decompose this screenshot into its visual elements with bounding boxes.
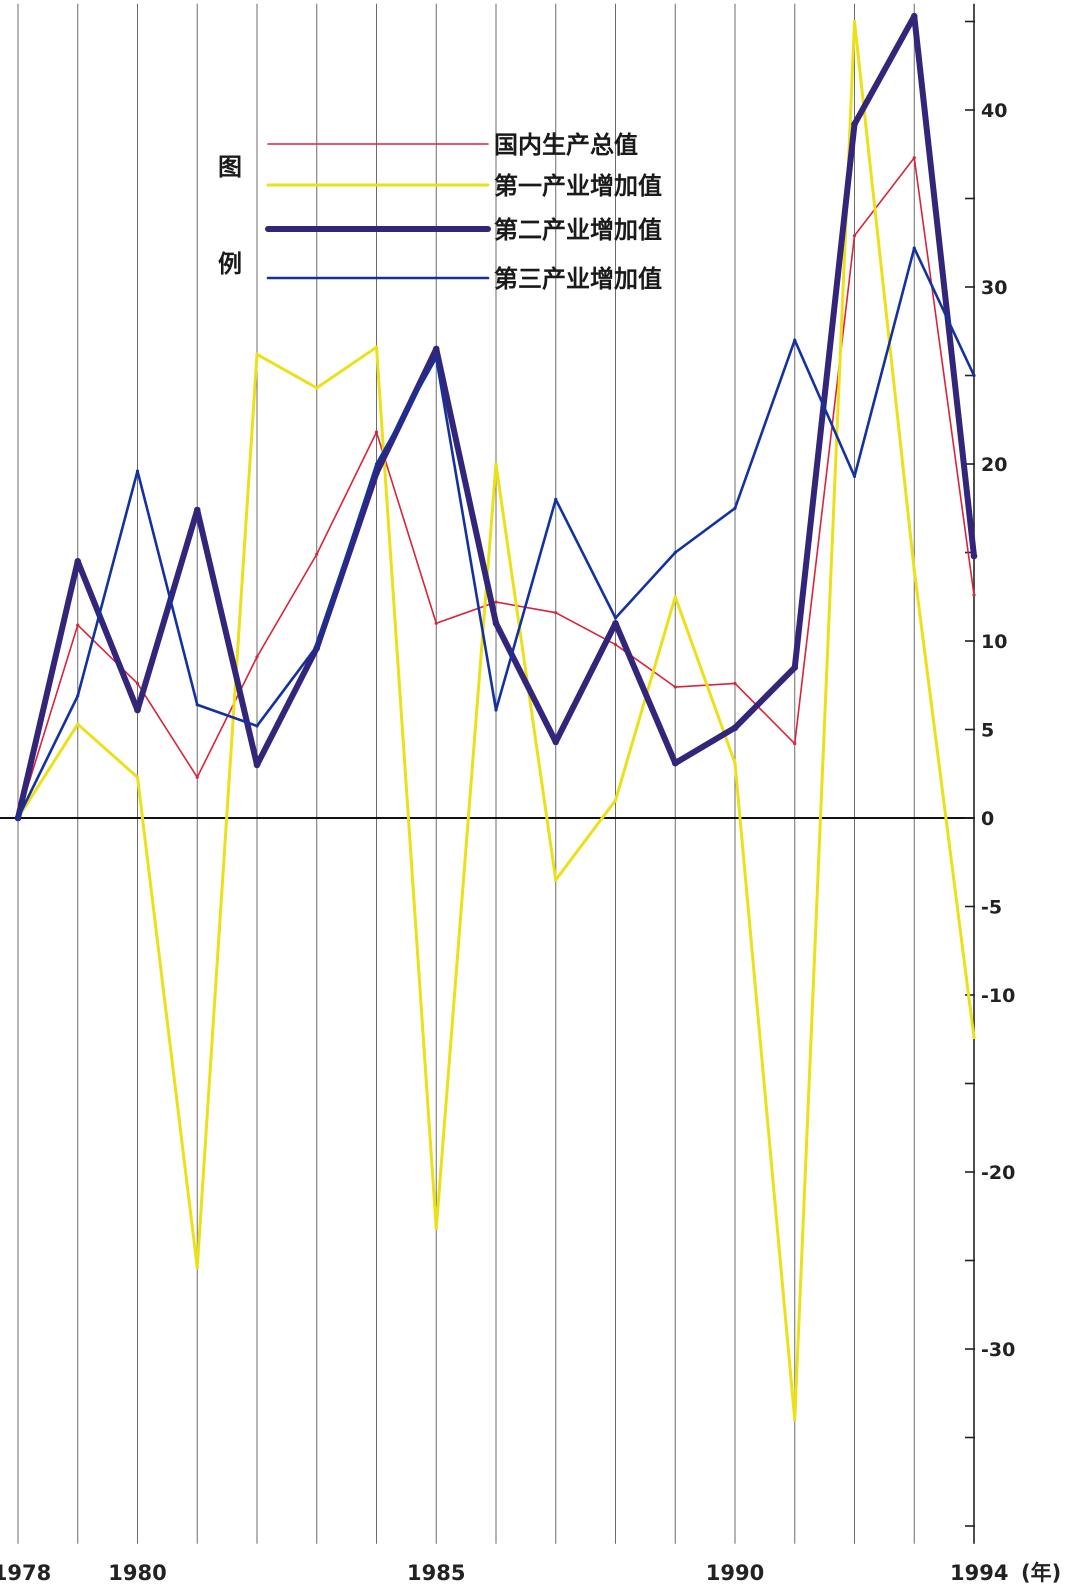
y-tick-label: 10 xyxy=(981,631,1007,653)
legend-label-4: 第三产业增加值 xyxy=(494,265,662,293)
legend-label-1: 国内生产总值 xyxy=(494,131,638,159)
data-point-s2-1984 xyxy=(374,345,379,349)
data-point-s1-1994 xyxy=(972,593,976,597)
y-tick-label: -30 xyxy=(981,1339,1015,1361)
grid-lines xyxy=(17,3,915,1544)
data-point-s3-1989 xyxy=(671,759,679,767)
data-point-s4-1986 xyxy=(494,708,498,712)
data-point-s1-1989 xyxy=(673,685,677,689)
data-point-s2-1991 xyxy=(793,1418,797,1422)
data-point-s1-1987 xyxy=(554,611,558,615)
data-point-s4-1994 xyxy=(972,373,976,378)
x-tick-label: 1978 xyxy=(0,1561,51,1585)
data-point-s3-1990 xyxy=(731,724,739,732)
data-point-s4-1978 xyxy=(16,816,20,820)
data-point-s2-1988 xyxy=(613,798,618,802)
x-tick-label: 1980 xyxy=(108,1561,166,1585)
data-point-s4-1991 xyxy=(793,338,797,342)
y-tick-label: 0 xyxy=(981,808,994,830)
data-point-s2-1994 xyxy=(972,1035,976,1040)
data-point-s3-1985 xyxy=(432,345,440,353)
data-point-s2-1980 xyxy=(135,775,140,779)
y-tick-label: -20 xyxy=(981,1162,1015,1184)
data-point-s4-1993 xyxy=(912,246,916,250)
data-point-s4-1985 xyxy=(434,356,438,360)
data-point-s2-1986 xyxy=(494,462,498,466)
data-point-s1-1980 xyxy=(135,681,140,686)
data-point-s4-1989 xyxy=(673,550,677,555)
data-point-s3-1982 xyxy=(253,761,261,769)
data-point-s4-1992 xyxy=(852,474,857,478)
data-point-s1-1983 xyxy=(315,552,319,556)
data-point-s3-1993 xyxy=(910,12,918,20)
data-point-s1-1990 xyxy=(733,681,737,686)
data-point-s3-1988 xyxy=(612,620,619,627)
data-point-s3-1986 xyxy=(492,620,500,627)
data-point-s1-1991 xyxy=(793,742,797,746)
data-point-s1-1988 xyxy=(613,642,618,647)
legend-title-char: 图 xyxy=(218,153,242,181)
data-point-s1-1985 xyxy=(434,621,438,625)
x-tick-label: 1985 xyxy=(407,1561,465,1585)
y-tick-label: 20 xyxy=(981,454,1007,476)
data-point-s2-1993 xyxy=(912,568,916,572)
data-point-s1-1979 xyxy=(76,623,80,627)
data-point-s2-1987 xyxy=(554,878,558,882)
x-tick-label: 1994 xyxy=(950,1561,1008,1585)
data-point-s2-1985 xyxy=(434,1226,438,1231)
data-point-s1-1984 xyxy=(374,430,379,434)
y-tick-label: 5 xyxy=(981,720,994,742)
data-point-s2-1983 xyxy=(315,386,319,390)
data-point-s4-1982 xyxy=(255,724,259,728)
data-point-s2-1990 xyxy=(733,761,737,765)
legend-label-3: 第二产业增加值 xyxy=(494,216,662,244)
y-tick-label: 40 xyxy=(981,100,1007,122)
data-series xyxy=(14,12,978,1422)
data-point-s2-1989 xyxy=(673,595,677,599)
y-tick-label: 30 xyxy=(981,277,1007,299)
data-point-s1-1993 xyxy=(912,156,916,160)
data-point-s3-1992 xyxy=(851,120,858,128)
data-point-s2-1982 xyxy=(255,352,259,356)
data-point-s3-1987 xyxy=(552,738,560,746)
y-tick-label: -5 xyxy=(981,897,1002,919)
data-point-s1-1981 xyxy=(195,775,199,779)
data-point-s4-1987 xyxy=(554,497,558,501)
data-point-s1-1982 xyxy=(255,655,259,659)
data-point-s1-1992 xyxy=(852,234,857,238)
data-point-s4-1983 xyxy=(315,644,319,648)
data-point-s1-1986 xyxy=(494,600,498,604)
data-point-s2-1981 xyxy=(195,1265,199,1270)
data-point-s2-1979 xyxy=(76,722,80,726)
y-tick-label: -10 xyxy=(981,985,1015,1007)
data-point-s4-1988 xyxy=(613,616,618,620)
legend-title-char: 例 xyxy=(218,250,242,278)
data-point-s4-1980 xyxy=(135,469,140,473)
data-point-s3-1980 xyxy=(134,706,141,714)
data-point-s3-1981 xyxy=(193,506,201,514)
data-point-s3-1991 xyxy=(791,664,799,671)
data-point-s2-1992 xyxy=(852,19,857,24)
data-point-s4-1979 xyxy=(76,694,80,698)
data-point-s3-1994 xyxy=(970,552,978,560)
x-axis-label: (年) xyxy=(1021,1561,1061,1585)
data-point-s3-1979 xyxy=(74,558,82,565)
data-point-s4-1981 xyxy=(195,703,199,707)
data-point-s4-1984 xyxy=(374,462,379,466)
x-tick-label: 1990 xyxy=(706,1561,764,1585)
data-point-s4-1990 xyxy=(733,506,737,510)
legend-label-2: 第一产业增加值 xyxy=(494,172,662,200)
axes xyxy=(0,3,975,1544)
tick-labels: 40 30 20 10 5 0 -5 -10 -20 -30 1978 1980 1985 1990 199… xyxy=(0,100,1061,1585)
